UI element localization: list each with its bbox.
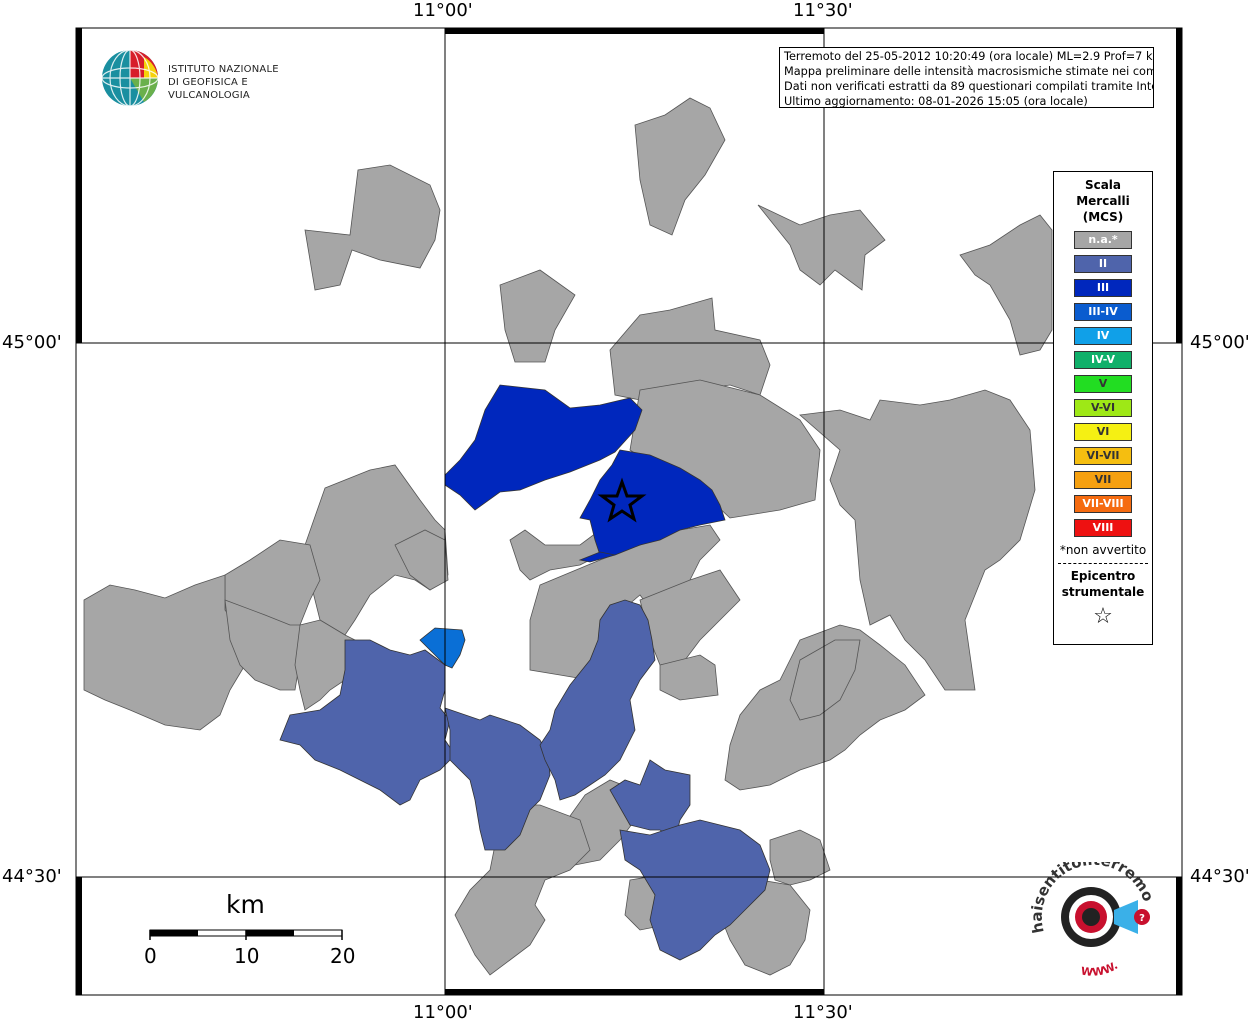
legend-epicenter-line-2: strumentale — [1061, 585, 1145, 599]
legend-item-na: n.a.* — [1074, 231, 1132, 249]
scale-label-0: 0 — [144, 944, 157, 968]
legend-item-VII-VIII: VII-VIII — [1074, 495, 1132, 513]
legend-title-line-3: (MCS) — [1082, 210, 1124, 224]
municipalities-not-felt — [83, 97, 1053, 976]
municipality — [454, 804, 591, 976]
legend-item-V-VI: V-VI — [1074, 399, 1132, 417]
scale-label-10: 10 — [234, 944, 260, 968]
legend-item-VIII: VIII — [1074, 519, 1132, 537]
scale-label-20: 20 — [330, 944, 356, 968]
municipality — [419, 627, 466, 669]
municipality — [769, 829, 831, 886]
legend-title-line-1: Scala — [1084, 178, 1122, 192]
legend-separator — [1058, 563, 1148, 564]
legend-epicenter-label: Epicentro strumentale — [1054, 568, 1152, 600]
municipality — [757, 204, 886, 291]
legend-item-III-IV: III-IV — [1074, 303, 1132, 321]
municipality — [799, 389, 1036, 691]
logo-www-text: WWW. — [1080, 959, 1120, 979]
municipality — [609, 759, 691, 841]
municipality — [659, 654, 719, 701]
municipality — [394, 529, 449, 591]
municipality — [499, 269, 576, 363]
legend-item-III: III — [1074, 279, 1132, 297]
municipality — [294, 619, 356, 711]
lon-label-top-right: 11°30' — [793, 0, 853, 21]
haisentito-logo: ? haisentitoilterremoto.it WWW. — [1021, 848, 1158, 982]
scale-bar-graphic — [149, 929, 343, 940]
municipality — [579, 449, 726, 556]
legend-star-icon: ☆ — [1093, 604, 1113, 629]
grid-lines — [76, 28, 1182, 995]
municipality — [444, 707, 551, 851]
info-line-data-source: Dati non verificati estratti da 89 quest… — [784, 80, 1154, 93]
info-line-map-desc: Mappa preliminare delle intensità macros… — [784, 65, 1154, 78]
ingv-logo: ISTITUTO NAZIONALE DI GEOFISICA E VULCAN… — [100, 47, 320, 109]
lat-label-right-bottom: 44°30' — [1190, 866, 1250, 887]
municipality — [789, 639, 861, 721]
legend-item-V: V — [1074, 375, 1132, 393]
globe-icon — [101, 49, 159, 107]
lon-label-top-left: 11°00' — [413, 0, 473, 21]
legend-item-IV-V: IV-V — [1074, 351, 1132, 369]
legend-item-IV: IV — [1074, 327, 1132, 345]
svg-text:?: ? — [1139, 913, 1145, 924]
info-line-updated: Ultimo aggiornamento: 08-01-2026 15:05 (… — [784, 95, 1088, 108]
municipalities-intensity-III — [444, 384, 726, 563]
municipality — [634, 97, 726, 236]
legend-epicenter-line-1: Epicentro — [1070, 569, 1136, 583]
epicenter-star-icon — [597, 477, 647, 523]
municipality — [959, 214, 1053, 356]
scale-bar: km 0 10 20 — [140, 890, 360, 970]
haisentito-logo-graphic: ? haisentitoilterremoto.it WWW. — [1021, 848, 1158, 979]
municipality — [539, 599, 656, 801]
intensity-legend: Scala Mercalli (MCS) n.a.* II III III-IV… — [1053, 171, 1153, 645]
scale-unit: km — [226, 890, 265, 919]
municipalities-intensity-II — [279, 599, 771, 961]
municipalities-intensity-IV — [419, 627, 466, 669]
municipality — [224, 599, 301, 691]
legend-item-VI-VII: VI-VII — [1074, 447, 1132, 465]
municipality — [304, 164, 441, 291]
legend-note: *non avvertito — [1059, 543, 1147, 557]
logo-line-1: ISTITUTO NAZIONALE — [168, 64, 279, 75]
lon-label-bottom-right: 11°30' — [793, 1002, 853, 1023]
lat-label-left-top: 45°00' — [2, 332, 62, 353]
earthquake-info-box: Terremoto del 25-05-2012 10:20:49 (ora l… — [779, 47, 1154, 108]
legend-title-line-2: Mercalli — [1076, 194, 1130, 208]
logo-line-2: DI GEOFISICA E VULCANOLOGIA — [168, 77, 250, 101]
lat-label-left-bottom: 44°30' — [2, 866, 62, 887]
legend-item-II: II — [1074, 255, 1132, 273]
frame-ticks — [75, 27, 1183, 996]
lon-label-bottom-left: 11°00' — [413, 1002, 473, 1023]
info-line-event: Terremoto del 25-05-2012 10:20:49 (ora l… — [784, 50, 1154, 63]
municipality — [578, 551, 616, 563]
municipality — [279, 639, 456, 806]
legend-item-VII: VII — [1074, 471, 1132, 489]
svg-text:WWW.: WWW. — [1080, 959, 1120, 979]
legend-item-VI: VI — [1074, 423, 1132, 441]
legend-items: n.a.* II III III-IV IV IV-V V V-VI VI VI… — [1054, 231, 1152, 537]
municipality — [619, 819, 771, 961]
lat-label-right-top: 45°00' — [1190, 332, 1250, 353]
legend-title: Scala Mercalli (MCS) — [1054, 177, 1152, 225]
municipality — [304, 464, 449, 636]
